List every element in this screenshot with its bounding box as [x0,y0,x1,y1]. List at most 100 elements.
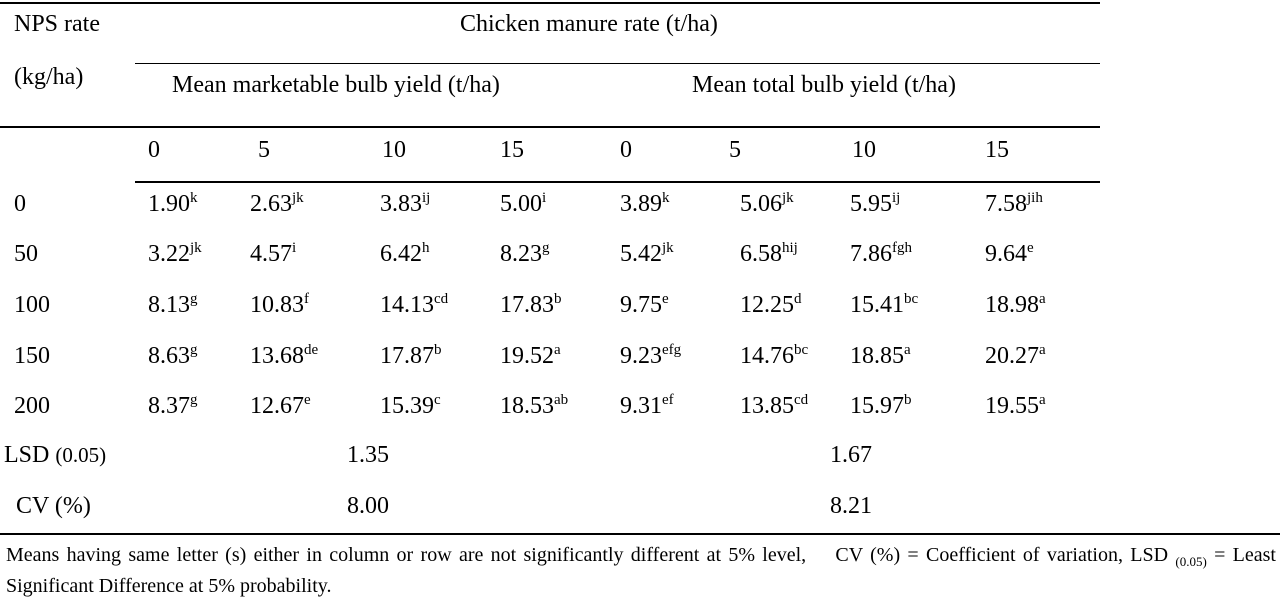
manure-level-marketable-10: 10 [382,137,406,163]
table-cell: 19.52a [500,342,561,373]
cell-value: 18.85 [850,343,904,369]
manure-level-marketable-0: 0 [148,137,160,163]
cell-value: 18.53 [500,393,554,419]
table-cell: 1.90k [148,190,198,221]
significance-letter: fgh [892,240,912,256]
significance-letter: a [1039,291,1046,307]
table-cell: 14.13cd [380,291,448,322]
table-cell: 8.37g [148,392,198,423]
significance-letter: a [1039,392,1046,408]
table-cell: 10.83f [250,291,309,322]
nps-rate-label: 150 [14,343,50,369]
table-cell: 3.89k [620,190,670,221]
table-cell: 14.76bc [740,342,808,373]
significance-letter: k [190,190,198,206]
cell-value: 14.76 [740,343,794,369]
significance-letter: jk [190,240,202,256]
table-cell: 13.85cd [740,392,808,423]
cell-value: 8.13 [148,292,190,318]
cell-value: 18.98 [985,292,1039,318]
header-total-yield: Mean total bulb yield (t/ha) [692,72,956,98]
cell-value: 3.22 [148,241,190,267]
significance-letter: bc [904,291,919,307]
table-cell: 13.68de [250,342,318,373]
table-cell: 9.75e [620,291,669,322]
rule-levels-bottom [135,181,1100,183]
significance-letter: a [904,342,911,358]
table-cell: 5.06jk [740,190,794,221]
significance-letter: de [304,342,319,358]
cell-value: 9.64 [985,241,1027,267]
cell-value: 6.58 [740,241,782,267]
significance-letter: jk [292,190,304,206]
table-cell: 3.83ij [380,190,430,221]
significance-letter: i [542,190,547,206]
manure-level-total-10: 10 [852,137,876,163]
cell-value: 19.52 [500,343,554,369]
rule-table-bottom [0,533,1280,535]
cell-value: 5.42 [620,241,662,267]
significance-letter: g [542,240,550,256]
significance-letter: i [292,240,297,256]
table-cell: 7.58jih [985,190,1043,221]
table-cell: 6.58hij [740,240,798,271]
cell-value: 13.68 [250,343,304,369]
header-chicken-manure: Chicken manure rate (t/ha) [460,11,718,37]
significance-letter: ij [422,190,431,206]
manure-level-marketable-5: 5 [258,137,270,163]
table-cell: 18.85a [850,342,911,373]
table-cell: 18.98a [985,291,1046,322]
table-cell: 3.22jk [148,240,202,271]
cell-value: 5.00 [500,191,542,217]
cell-value: 12.25 [740,292,794,318]
lsd-marketable: 1.35 [347,442,389,468]
cell-value: 6.42 [380,241,422,267]
cell-value: 9.75 [620,292,662,318]
table-cell: 15.41bc [850,291,918,322]
cell-value: 7.58 [985,191,1027,217]
cv-label: CV (%) [16,493,91,519]
table-cell: 6.42h [380,240,430,271]
cv-marketable: 8.00 [347,493,389,519]
cell-value: 14.13 [380,292,434,318]
cell-value: 9.31 [620,393,662,419]
cell-value: 17.87 [380,343,434,369]
significance-letter: a [554,342,561,358]
table-cell: 7.86fgh [850,240,912,271]
significance-letter: d [794,291,802,307]
cv-total: 8.21 [830,493,872,519]
significance-letter: f [304,291,309,307]
table-cell: 5.42jk [620,240,674,271]
significance-letter: e [1027,240,1034,256]
cell-value: 5.95 [850,191,892,217]
cell-value: 20.27 [985,343,1039,369]
significance-letter: h [422,240,430,256]
cell-value: 13.85 [740,393,794,419]
lsd-label: LSD (0.05) [4,442,107,468]
significance-letter: efg [662,342,682,358]
header-nps-unit: (kg/ha) [14,64,84,90]
cell-value: 9.23 [620,343,662,369]
significance-letter: ab [554,392,569,408]
significance-letter: b [554,291,562,307]
cell-value: 3.89 [620,191,662,217]
manure-level-total-0: 0 [620,137,632,163]
table-cell: 9.23efg [620,342,681,373]
table-cell: 18.53ab [500,392,568,423]
table-cell: 20.27a [985,342,1046,373]
cell-value: 19.55 [985,393,1039,419]
cell-value: 2.63 [250,191,292,217]
table-cell: 8.13g [148,291,198,322]
significance-letter: ij [892,190,901,206]
table-cell: 19.55a [985,392,1046,423]
table-cell: 17.87b [380,342,442,373]
table-cell: 9.31ef [620,392,674,423]
significance-letter: cd [794,392,809,408]
cell-value: 3.83 [380,191,422,217]
table-cell: 4.57i [250,240,296,271]
cell-value: 1.90 [148,191,190,217]
significance-letter: e [662,291,669,307]
nps-rate-label: 200 [14,393,50,419]
significance-letter: b [904,392,912,408]
table-cell: 8.23g [500,240,550,271]
